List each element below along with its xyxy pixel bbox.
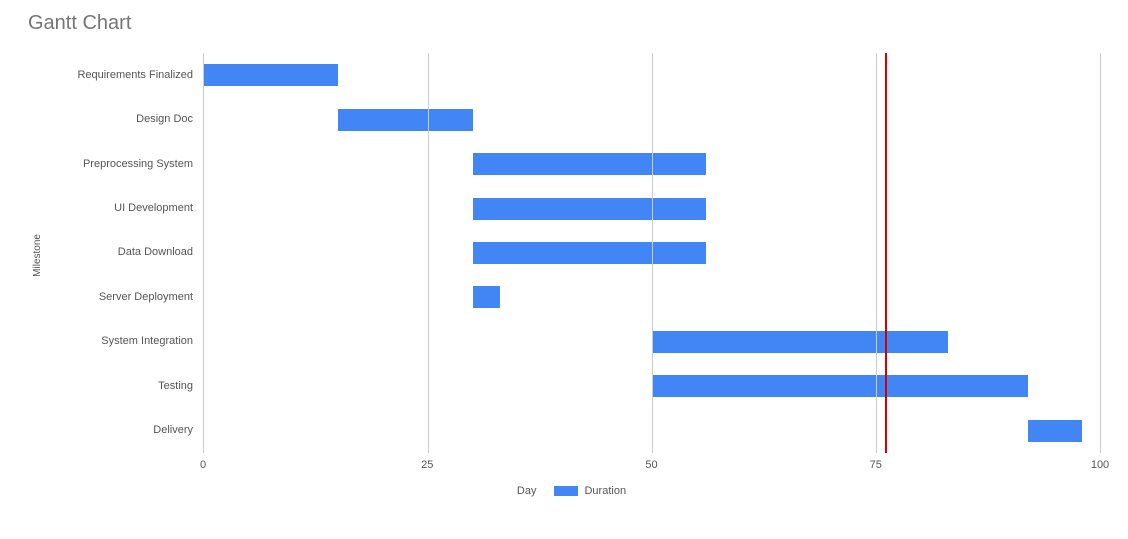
y-axis-label: Milestone [28, 234, 43, 277]
gridline [876, 53, 877, 453]
gantt-bar [338, 109, 472, 131]
y-tick-label: Delivery [43, 425, 193, 436]
x-axis: 0255075100 [203, 453, 1100, 473]
x-tick-label: 75 [870, 459, 882, 471]
chart-container: Milestone Requirements Finalized Design D… [28, 53, 1100, 497]
reference-line [885, 53, 887, 453]
gantt-bar [473, 198, 706, 220]
x-tick-label: 25 [421, 459, 433, 471]
x-tick-label: 0 [200, 459, 206, 471]
y-tick-label: Server Deployment [43, 292, 193, 303]
x-tick-label: 100 [1091, 459, 1109, 471]
gantt-bar [204, 64, 338, 86]
legend-swatch [554, 486, 578, 496]
gridline [1100, 53, 1101, 453]
y-tick-label: UI Development [43, 203, 193, 214]
gridline [428, 53, 429, 453]
chart-title: Gantt Chart [28, 12, 1100, 35]
y-tick-label: Data Download [43, 247, 193, 258]
x-axis-label: Day [517, 485, 537, 497]
legend-item-duration: Duration [554, 485, 626, 497]
gridline [652, 53, 653, 453]
gantt-bar [473, 242, 706, 264]
gantt-bar [652, 331, 948, 353]
y-tick-label: Design Doc [43, 114, 193, 125]
y-tick-label: Preprocessing System [43, 159, 193, 170]
gantt-bar [652, 375, 1028, 397]
gantt-bar [473, 153, 706, 175]
plot-area [203, 53, 1100, 453]
legend: Day Duration [43, 485, 1100, 497]
y-axis-tick-labels: Requirements Finalized Design Doc Preproce… [43, 53, 203, 453]
y-tick-label: System Integration [43, 336, 193, 347]
gantt-bar [1028, 420, 1082, 442]
x-tick-label: 50 [645, 459, 657, 471]
gantt-bar [473, 286, 500, 308]
legend-label: Duration [584, 485, 626, 497]
y-tick-label: Requirements Finalized [43, 70, 193, 81]
y-tick-label: Testing [43, 381, 193, 392]
